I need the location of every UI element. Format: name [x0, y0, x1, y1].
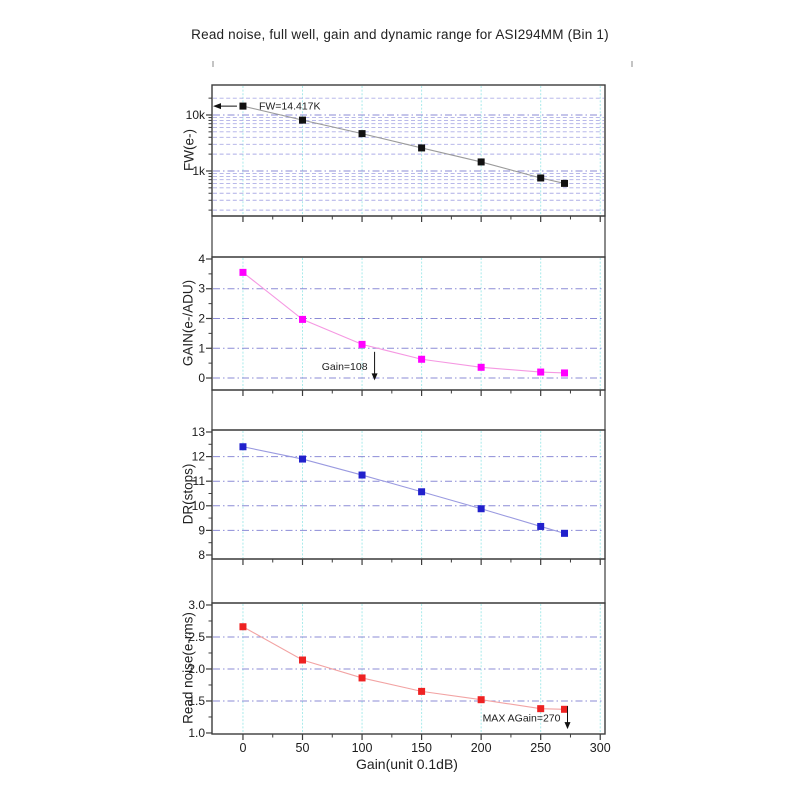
chart-title: Read noise, full well, gain and dynamic …: [191, 27, 609, 42]
gap-box-3: [211, 558, 606, 604]
rn-y-tick-label: 2.0: [188, 662, 205, 676]
x-tick-label: 50: [296, 741, 310, 755]
dr-y-tick-label: 13: [192, 425, 206, 439]
gain-data-point: [239, 268, 247, 276]
fw-series-line: [242, 105, 565, 184]
gain-y-tick-label: 0: [198, 371, 205, 385]
dr-y-tick-label: 9: [198, 523, 205, 537]
fw-y-tick-label: 1k: [192, 164, 206, 178]
fw-data-point: [561, 179, 569, 187]
gain-y-tick-label: 4: [198, 252, 205, 266]
rn-data-point: [418, 687, 426, 695]
fw-annotation-text: FW=14.417K: [259, 101, 321, 113]
rn-y-tick-label: 3.0: [188, 598, 205, 612]
dr-data-point: [299, 455, 307, 463]
fw-data-point: [358, 130, 366, 138]
rn-data-point: [561, 705, 569, 713]
dr-y-tick-label: 12: [192, 450, 206, 464]
x-tick-label: 200: [471, 741, 492, 755]
dr-data-point: [418, 488, 426, 496]
rn-y-tick-label: 2.5: [188, 630, 205, 644]
rn-data-point: [537, 705, 545, 713]
rn-data-point: [239, 623, 247, 631]
fw-data-point: [239, 102, 247, 110]
x-tick-label: 0: [239, 741, 246, 755]
rn-series-line: [242, 626, 565, 710]
dr-y-tick-label: 11: [193, 474, 206, 488]
dr-series-line: [242, 446, 565, 534]
gain-y-tick-label: 3: [198, 282, 205, 296]
gap-box-1: [211, 215, 606, 258]
gain-annotation-arrowhead: [371, 373, 378, 381]
rn-annotation-text: MAX AGain=270: [483, 713, 561, 725]
fw-annotation-arrowhead: [213, 103, 221, 110]
fw-data-point: [477, 158, 485, 166]
gain-y-tick-label: 1: [198, 341, 205, 355]
rn-annotation-arrowhead: [564, 722, 571, 730]
rn-y-tick-label: 1.0: [188, 726, 205, 740]
dr-data-point: [239, 443, 247, 451]
panel-frame-fw: [211, 84, 606, 217]
dr-data-point: [477, 505, 485, 513]
fw-data-point: [418, 144, 426, 152]
gain-annotation-text: Gain=108: [322, 361, 368, 373]
dr-data-point: [561, 529, 569, 537]
dr-y-tick-label: 10: [192, 499, 206, 513]
dr-data-point: [537, 522, 545, 530]
gain-series-line: [242, 271, 565, 374]
x-tick-label: 100: [352, 741, 373, 755]
rn-y-tick-label: 1.5: [188, 694, 205, 708]
rn-data-point: [358, 674, 366, 682]
fw-y-tick-label: 10k: [186, 108, 206, 122]
gain-data-point: [477, 363, 485, 371]
gain-data-point: [561, 369, 569, 377]
panel-frame-gain: [211, 256, 606, 391]
fw-data-point: [537, 174, 545, 182]
panel-frame-dr: [211, 429, 606, 560]
x-axis-title: Gain(unit 0.1dB): [356, 756, 458, 772]
dr-y-tick-label: 8: [198, 548, 205, 562]
rn-data-point: [477, 696, 485, 704]
gain-data-point: [299, 315, 307, 323]
fw-data-point: [299, 116, 307, 124]
x-tick-label: 300: [590, 741, 611, 755]
x-tick-label: 250: [530, 741, 551, 755]
rn-data-point: [299, 656, 307, 664]
gain-data-point: [358, 340, 366, 348]
dr-data-point: [358, 471, 366, 479]
gain-data-point: [418, 355, 426, 363]
gap-box-2: [211, 389, 606, 431]
x-tick-label: 150: [411, 741, 432, 755]
gain-data-point: [537, 368, 545, 376]
gain-y-tick-label: 2: [198, 312, 205, 326]
